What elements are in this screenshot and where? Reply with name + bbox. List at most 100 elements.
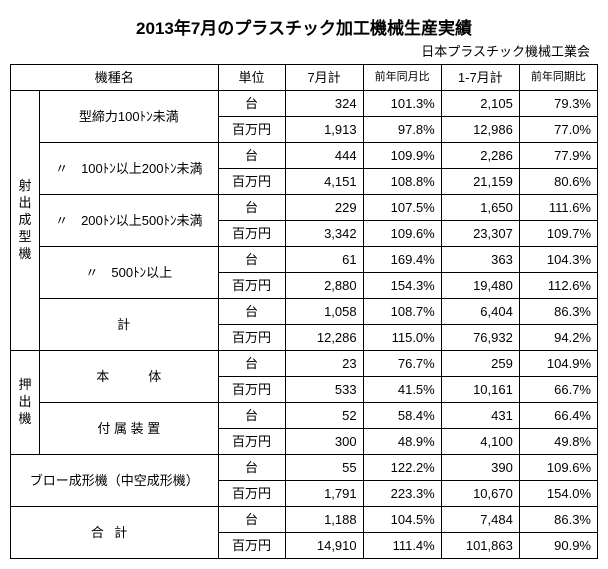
table-row: 射出成型機 型締力100ﾄﾝ未満 台 324 101.3% 2,105 79.3… xyxy=(11,91,598,117)
unit-cell: 台 xyxy=(218,507,285,533)
num-cell: 55 xyxy=(285,455,363,481)
num-cell: 66.4% xyxy=(519,403,597,429)
num-cell: 115.0% xyxy=(363,325,441,351)
num-cell: 108.7% xyxy=(363,299,441,325)
num-cell: 7,484 xyxy=(441,507,519,533)
unit-cell: 百万円 xyxy=(218,533,285,559)
num-cell: 77.9% xyxy=(519,143,597,169)
page-subtitle: 日本プラスチック機械工業会 xyxy=(10,41,590,60)
num-cell: 2,286 xyxy=(441,143,519,169)
unit-cell: 百万円 xyxy=(218,169,285,195)
num-cell: 12,286 xyxy=(285,325,363,351)
unit-cell: 台 xyxy=(218,299,285,325)
unit-cell: 台 xyxy=(218,351,285,377)
num-cell: 154.3% xyxy=(363,273,441,299)
table-row: 計 台 1,058 108.7% 6,404 86.3% xyxy=(11,299,598,325)
col-yoy-p: 前年同期比 xyxy=(519,65,597,91)
unit-cell: 百万円 xyxy=(218,273,285,299)
table-row: ブロー成形機（中空成形機） 台 55 122.2% 390 109.6% xyxy=(11,455,598,481)
table-row: 〃 100ﾄﾝ以上200ﾄﾝ未満 台 444 109.9% 2,286 77.9… xyxy=(11,143,598,169)
num-cell: 101,863 xyxy=(441,533,519,559)
num-cell: 111.4% xyxy=(363,533,441,559)
num-cell: 86.3% xyxy=(519,299,597,325)
num-cell: 52 xyxy=(285,403,363,429)
num-cell: 3,342 xyxy=(285,221,363,247)
col-model: 機種名 xyxy=(11,65,219,91)
num-cell: 23 xyxy=(285,351,363,377)
table-row: 〃 500ﾄﾝ以上 台 61 169.4% 363 104.3% xyxy=(11,247,598,273)
num-cell: 431 xyxy=(441,403,519,429)
num-cell: 223.3% xyxy=(363,481,441,507)
num-cell: 80.6% xyxy=(519,169,597,195)
row-label: 計 xyxy=(40,299,219,351)
num-cell: 101.3% xyxy=(363,91,441,117)
num-cell: 23,307 xyxy=(441,221,519,247)
col-ytd: 1-7月計 xyxy=(441,65,519,91)
num-cell: 14,910 xyxy=(285,533,363,559)
num-cell: 10,670 xyxy=(441,481,519,507)
row-label: 型締力100ﾄﾝ未満 xyxy=(40,91,219,143)
unit-cell: 台 xyxy=(218,143,285,169)
unit-cell: 台 xyxy=(218,195,285,221)
row-label: 〃 100ﾄﾝ以上200ﾄﾝ未満 xyxy=(40,143,219,195)
row-label-total: 合計 xyxy=(11,507,219,559)
unit-cell: 台 xyxy=(218,91,285,117)
num-cell: 97.8% xyxy=(363,117,441,143)
num-cell: 390 xyxy=(441,455,519,481)
num-cell: 1,188 xyxy=(285,507,363,533)
num-cell: 12,986 xyxy=(441,117,519,143)
num-cell: 533 xyxy=(285,377,363,403)
num-cell: 300 xyxy=(285,429,363,455)
unit-cell: 百万円 xyxy=(218,221,285,247)
table-row: 〃 200ﾄﾝ以上500ﾄﾝ未満 台 229 107.5% 1,650 111.… xyxy=(11,195,598,221)
col-unit: 単位 xyxy=(218,65,285,91)
table-row: 付 属 装 置 台 52 58.4% 431 66.4% xyxy=(11,403,598,429)
num-cell: 363 xyxy=(441,247,519,273)
row-label: 〃 200ﾄﾝ以上500ﾄﾝ未満 xyxy=(40,195,219,247)
page-title: 2013年7月のプラスチック加工機械生産実績 xyxy=(10,14,598,39)
num-cell: 104.5% xyxy=(363,507,441,533)
num-cell: 58.4% xyxy=(363,403,441,429)
num-cell: 122.2% xyxy=(363,455,441,481)
num-cell: 109.6% xyxy=(519,455,597,481)
num-cell: 10,161 xyxy=(441,377,519,403)
num-cell: 1,913 xyxy=(285,117,363,143)
num-cell: 154.0% xyxy=(519,481,597,507)
unit-cell: 百万円 xyxy=(218,325,285,351)
num-cell: 229 xyxy=(285,195,363,221)
num-cell: 444 xyxy=(285,143,363,169)
num-cell: 41.5% xyxy=(363,377,441,403)
unit-cell: 台 xyxy=(218,455,285,481)
num-cell: 104.9% xyxy=(519,351,597,377)
num-cell: 6,404 xyxy=(441,299,519,325)
num-cell: 104.3% xyxy=(519,247,597,273)
num-cell: 109.7% xyxy=(519,221,597,247)
row-label: 〃 500ﾄﾝ以上 xyxy=(40,247,219,299)
row-label: 付 属 装 置 xyxy=(40,403,219,455)
unit-cell: 台 xyxy=(218,247,285,273)
num-cell: 109.9% xyxy=(363,143,441,169)
num-cell: 111.6% xyxy=(519,195,597,221)
num-cell: 109.6% xyxy=(363,221,441,247)
num-cell: 112.6% xyxy=(519,273,597,299)
table-row: 合計 台 1,188 104.5% 7,484 86.3% xyxy=(11,507,598,533)
num-cell: 108.8% xyxy=(363,169,441,195)
unit-cell: 台 xyxy=(218,403,285,429)
num-cell: 259 xyxy=(441,351,519,377)
col-july: 7月計 xyxy=(285,65,363,91)
num-cell: 1,650 xyxy=(441,195,519,221)
num-cell: 324 xyxy=(285,91,363,117)
num-cell: 76,932 xyxy=(441,325,519,351)
num-cell: 2,105 xyxy=(441,91,519,117)
num-cell: 2,880 xyxy=(285,273,363,299)
num-cell: 94.2% xyxy=(519,325,597,351)
num-cell: 86.3% xyxy=(519,507,597,533)
group-label-extrusion: 押出機 xyxy=(11,351,40,455)
col-yoy-m: 前年同月比 xyxy=(363,65,441,91)
num-cell: 61 xyxy=(285,247,363,273)
unit-cell: 百万円 xyxy=(218,117,285,143)
unit-cell: 百万円 xyxy=(218,377,285,403)
num-cell: 169.4% xyxy=(363,247,441,273)
num-cell: 1,058 xyxy=(285,299,363,325)
unit-cell: 百万円 xyxy=(218,429,285,455)
